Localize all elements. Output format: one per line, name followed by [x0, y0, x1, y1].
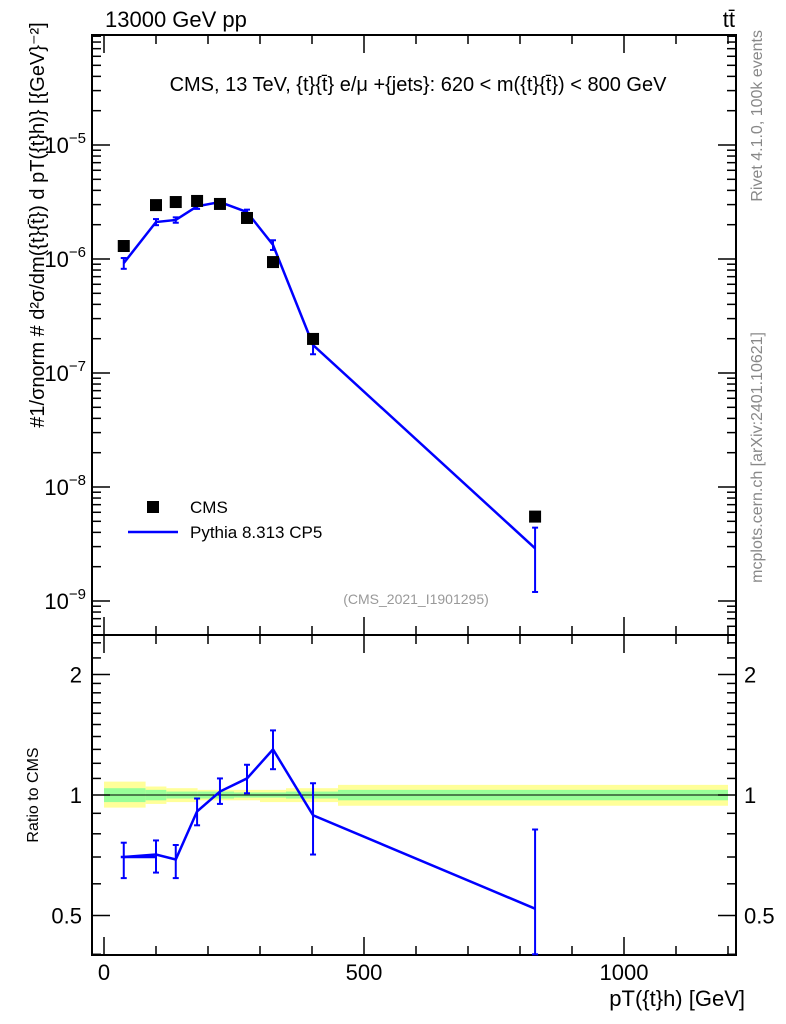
main-frame — [91, 34, 737, 636]
legend-mc-label: Pythia 8.313 CP5 — [190, 523, 322, 542]
cms-data-point — [267, 256, 279, 269]
legend-cms-label: CMS — [190, 498, 228, 517]
x-tick-label: 500 — [346, 960, 383, 985]
y-tick-label: 10−6 — [44, 244, 86, 272]
cms-data-point — [191, 194, 204, 207]
ratio-y-tick-label: 1 — [70, 783, 82, 808]
cms-data-point — [169, 196, 182, 209]
y-tick-label: 10−9 — [44, 586, 86, 614]
x-tick-label: 0 — [98, 960, 110, 985]
ratio-y-tick-label-right: 0.5 — [744, 904, 775, 929]
plot-title: CMS, 13 TeV, {t}{t̄} e/μ +{jets}: 620 < … — [170, 74, 668, 96]
x-axis-label: pT({t}h) [GeV] — [609, 986, 745, 1011]
cms-data-point — [529, 510, 542, 523]
ratio-y-tick-label-right: 1 — [744, 783, 756, 808]
legend-cms-marker — [147, 501, 159, 513]
mcplots-label: mcplots.cern.ch [arXiv:2401.10621] — [749, 332, 766, 583]
y-tick-label: 10−7 — [44, 358, 86, 386]
rivet-label: Rivet 4.1.0, 100k events — [749, 30, 766, 202]
ratio-y-tick-label: 0.5 — [51, 904, 82, 929]
cms-data-point — [241, 211, 253, 224]
y-tick-label: 10−5 — [44, 130, 86, 158]
ratio-line — [123, 747, 536, 910]
cms-data-point — [150, 199, 162, 212]
ratio-y-tick-label: 2 — [70, 663, 82, 688]
mc-line — [122, 200, 536, 550]
y-tick-label: 10−8 — [44, 472, 86, 500]
ratio-y-tick-label-right: 2 — [744, 663, 756, 688]
header-left: 13000 GeV pp — [105, 7, 247, 32]
cms-data-point — [213, 197, 226, 210]
y-axis-label: #1/σnorm # d²σ/dm({t}{t̄}) d pT({t}h)} [… — [27, 22, 49, 427]
x-tick-label: 1000 — [600, 960, 649, 985]
ratio-y-axis-label: Ratio to CMS — [25, 747, 42, 842]
cms-data-point — [307, 332, 320, 345]
cms-data-point — [117, 240, 130, 253]
header-right: tt̄ — [723, 7, 735, 32]
analysis-watermark: (CMS_2021_I1901295) — [343, 591, 489, 607]
